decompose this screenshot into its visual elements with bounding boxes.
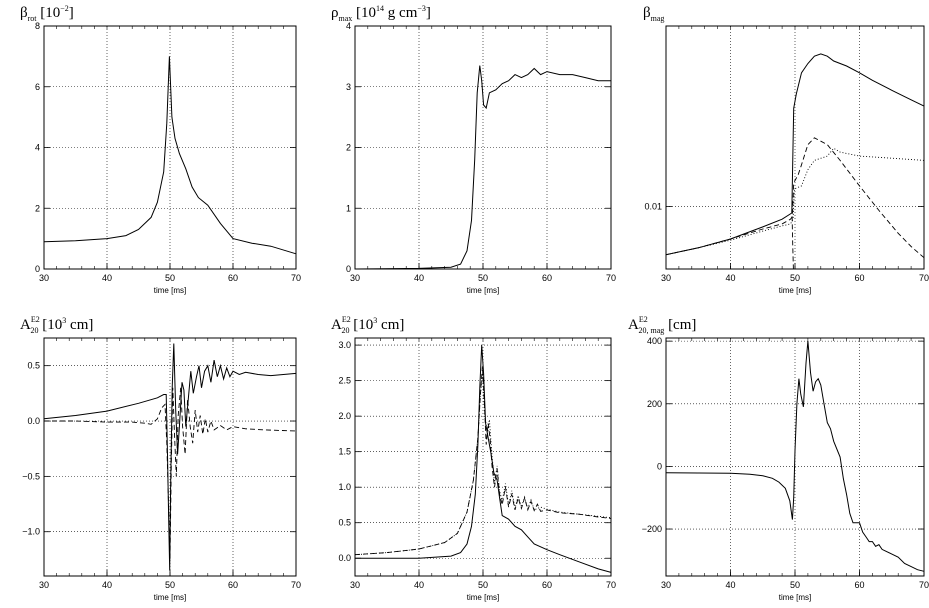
panel-4-y-tick-label: 0.0 xyxy=(27,416,40,426)
panel-2-x-tick-label: 40 xyxy=(414,273,424,283)
panel-1-x-axis-label: time [ms] xyxy=(154,286,186,295)
panel-6-x-tick-label: 60 xyxy=(854,580,864,590)
panel-5-x-tick-label: 60 xyxy=(542,580,552,590)
panel-4-x-axis-label: time [ms] xyxy=(154,593,186,602)
panel-4-panel-title: AE2 20 [103 cm] xyxy=(20,315,93,335)
panel-2-y-tick-label: 0 xyxy=(346,264,351,274)
panel-3-x-tick-label: 30 xyxy=(661,273,671,283)
panel-4-y-tick-label: 0.5 xyxy=(27,361,40,371)
panel-3-series-4-line xyxy=(791,216,794,270)
panel-1-x-tick-label: 70 xyxy=(291,273,301,283)
panel-3-x-tick-label: 60 xyxy=(854,273,864,283)
chart-panel-2: 30 40 50 60 70 0 1 2 3 4 time [ms] ρmax [1014 g cm−… xyxy=(331,4,616,295)
panel-1-y-tick-label: 8 xyxy=(35,21,40,31)
panel-1-x-tick-label: 60 xyxy=(228,273,238,283)
panel-6-x-tick-label: 50 xyxy=(790,580,800,590)
panel-1-y-tick-label: 4 xyxy=(35,143,40,153)
panel-1-y-tick-label: 6 xyxy=(35,82,40,92)
panel-6-series-1-line xyxy=(665,341,925,572)
panel-6-y-tick-label: 0 xyxy=(657,461,662,471)
panel-5-y-tick-label: 3.0 xyxy=(338,340,351,350)
panel-6-x-axis-label: time [ms] xyxy=(779,593,811,602)
panel-5-x-axis-label: time [ms] xyxy=(467,593,499,602)
panel-4-x-tick-label: 70 xyxy=(291,580,301,590)
panel-5-panel-title: AE2 20 [103 cm] xyxy=(331,315,404,335)
chart-panel-5: 30 40 50 60 70 0.0 0.5 1.0 1.5 2.0 2.5 3.0 time [ms]… xyxy=(331,315,616,602)
panel-4-x-tick-label: 60 xyxy=(228,580,238,590)
panel-1-series-1-line xyxy=(43,56,297,255)
panel-3-series-3-line xyxy=(665,147,925,256)
panel-4-series-1-line xyxy=(43,343,297,571)
chart-panel-3: 30 40 50 60 70 0.01 time [ms] βmag xyxy=(643,5,929,295)
panel-1-x-tick-label: 50 xyxy=(165,273,175,283)
panel-6-y-tick-label: 200 xyxy=(647,399,662,409)
panel-2-y-tick-label: 4 xyxy=(346,21,351,31)
panel-3-x-axis-label: time [ms] xyxy=(779,286,811,295)
chart-panel-4: 30 40 50 60 70 −1.0 −0.5 0.0 0.5 time [ms] AE2 20 [… xyxy=(20,315,301,602)
panel-2-y-tick-label: 1 xyxy=(346,203,351,213)
panel-6-panel-title: AE2 20, mag [cm] xyxy=(628,315,696,335)
panel-5-x-tick-label: 70 xyxy=(606,580,616,590)
panel-2-x-tick-label: 30 xyxy=(350,273,360,283)
panel-6-x-tick-label: 40 xyxy=(725,580,735,590)
chart-panel-1: 30 40 50 60 70 0 2 4 6 8 time [ms] βrot [10−2] xyxy=(20,4,301,295)
panel-2-x-tick-label: 60 xyxy=(542,273,552,283)
panel-1-y-tick-label: 2 xyxy=(35,203,40,213)
panel-5-x-tick-label: 30 xyxy=(350,580,360,590)
panel-2-panel-title: ρmax [1014 g cm−3] xyxy=(331,4,431,23)
panel-3-x-tick-label: 50 xyxy=(790,273,800,283)
panel-4-x-tick-label: 40 xyxy=(102,580,112,590)
panel-4-y-tick-label: −1.0 xyxy=(22,527,40,537)
panel-4-series-2-line xyxy=(44,387,297,560)
chart-panel-6: 30 40 50 60 70 −200 0 200 400 time [ms] AE2 20, mag… xyxy=(628,315,929,602)
panel-1-x-tick-label: 30 xyxy=(39,273,49,283)
panel-2-x-tick-label: 50 xyxy=(478,273,488,283)
panel-3-panel-title: βmag xyxy=(643,5,664,23)
panel-5-y-tick-label: 2.0 xyxy=(338,411,351,421)
panel-4-x-tick-label: 50 xyxy=(165,580,175,590)
panel-2-x-axis-label: time [ms] xyxy=(467,286,499,295)
panel-5-x-tick-label: 40 xyxy=(414,580,424,590)
panel-5-y-tick-label: 1.5 xyxy=(338,447,351,457)
panel-3-x-tick-label: 70 xyxy=(919,273,929,283)
panel-5-x-tick-label: 50 xyxy=(478,580,488,590)
panel-4-x-tick-label: 30 xyxy=(39,580,49,590)
panel-3-series-1-line xyxy=(665,53,925,256)
panel-5-y-tick-label: 2.5 xyxy=(338,376,351,386)
panel-1-y-tick-label: 0 xyxy=(35,264,40,274)
panel-5-y-tick-label: 0.5 xyxy=(338,518,351,528)
panel-6-x-tick-label: 30 xyxy=(661,580,671,590)
panel-1-x-tick-label: 40 xyxy=(102,273,112,283)
panel-2-y-tick-label: 2 xyxy=(346,143,351,153)
panel-2-x-tick-label: 70 xyxy=(606,273,616,283)
panel-5-y-tick-label: 1.0 xyxy=(338,482,351,492)
panel-3-y-tick-label: 0.01 xyxy=(644,201,662,211)
panel-6-y-tick-label: 400 xyxy=(647,336,662,346)
panel-6-x-tick-label: 70 xyxy=(919,580,929,590)
panel-2-series-1-line xyxy=(354,65,611,270)
panel-2-y-tick-label: 3 xyxy=(346,82,351,92)
panel-4-y-tick-label: −0.5 xyxy=(22,471,40,481)
panel-5-y-tick-label: 0.0 xyxy=(338,553,351,563)
panel-1-panel-title: βrot [10−2] xyxy=(20,4,74,23)
panel-6-y-tick-label: −200 xyxy=(642,524,662,534)
panel-3-x-tick-label: 40 xyxy=(725,273,735,283)
